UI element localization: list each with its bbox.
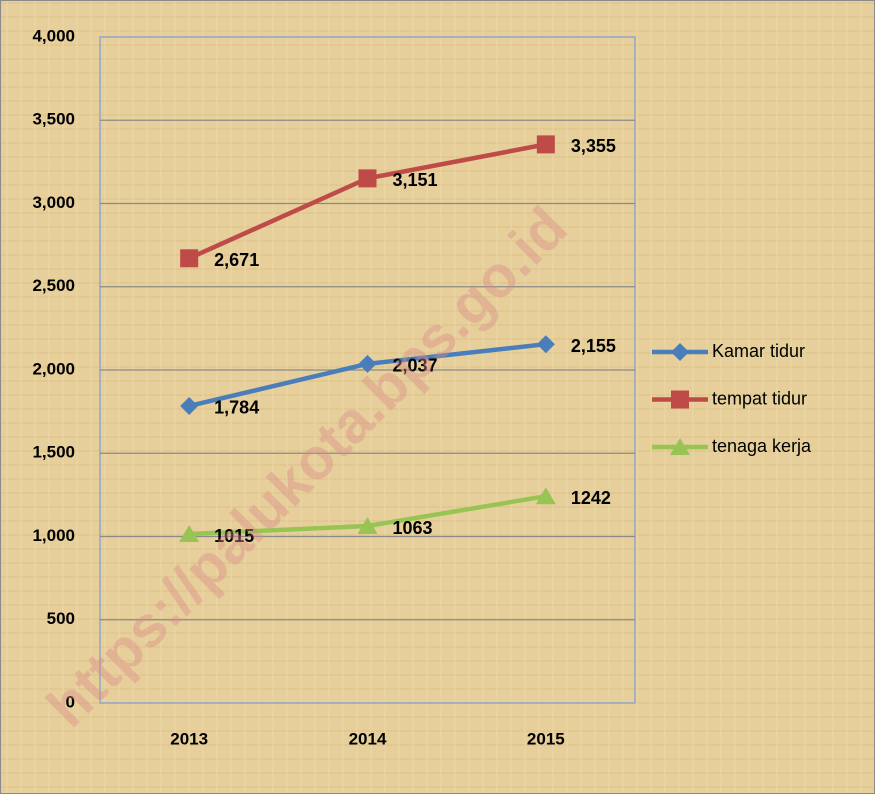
- x-tick-label: 2015: [527, 729, 565, 748]
- marker: [358, 354, 377, 373]
- marker: [358, 169, 377, 188]
- value-label: 2,155: [571, 336, 616, 356]
- legend-label: Kamar tidur: [712, 341, 805, 361]
- value-label: 3,151: [393, 170, 438, 190]
- y-tick-label: 1,500: [32, 443, 75, 462]
- value-label: 3,355: [571, 136, 616, 156]
- value-label: 1,784: [214, 398, 259, 418]
- marker: [536, 135, 555, 154]
- legend-marker: [670, 438, 690, 455]
- value-label: 1242: [571, 488, 611, 508]
- legend-marker: [671, 343, 689, 361]
- y-tick-label: 4,000: [32, 26, 75, 45]
- legend-label: tempat tidur: [712, 388, 807, 408]
- y-tick-label: 3,000: [32, 193, 75, 212]
- marker: [535, 487, 556, 505]
- value-label: 2,671: [214, 250, 259, 270]
- value-label: 1015: [214, 526, 254, 546]
- marker: [179, 525, 200, 543]
- value-label: 2,037: [393, 356, 438, 376]
- marker: [180, 249, 199, 268]
- y-tick-label: 0: [66, 692, 75, 711]
- legend-marker: [671, 390, 689, 409]
- value-label: 1063: [393, 518, 433, 538]
- marker: [536, 335, 555, 354]
- x-tick-label: 2014: [349, 729, 387, 748]
- y-tick-label: 500: [47, 609, 75, 628]
- marker: [357, 517, 378, 535]
- legend-label: tenaga kerja: [712, 436, 812, 456]
- y-tick-label: 2,500: [32, 276, 75, 295]
- y-tick-label: 1,000: [32, 526, 75, 545]
- y-tick-label: 3,500: [32, 110, 75, 129]
- y-tick-label: 2,000: [32, 359, 75, 378]
- x-tick-label: 2013: [170, 729, 208, 748]
- marker: [180, 396, 199, 415]
